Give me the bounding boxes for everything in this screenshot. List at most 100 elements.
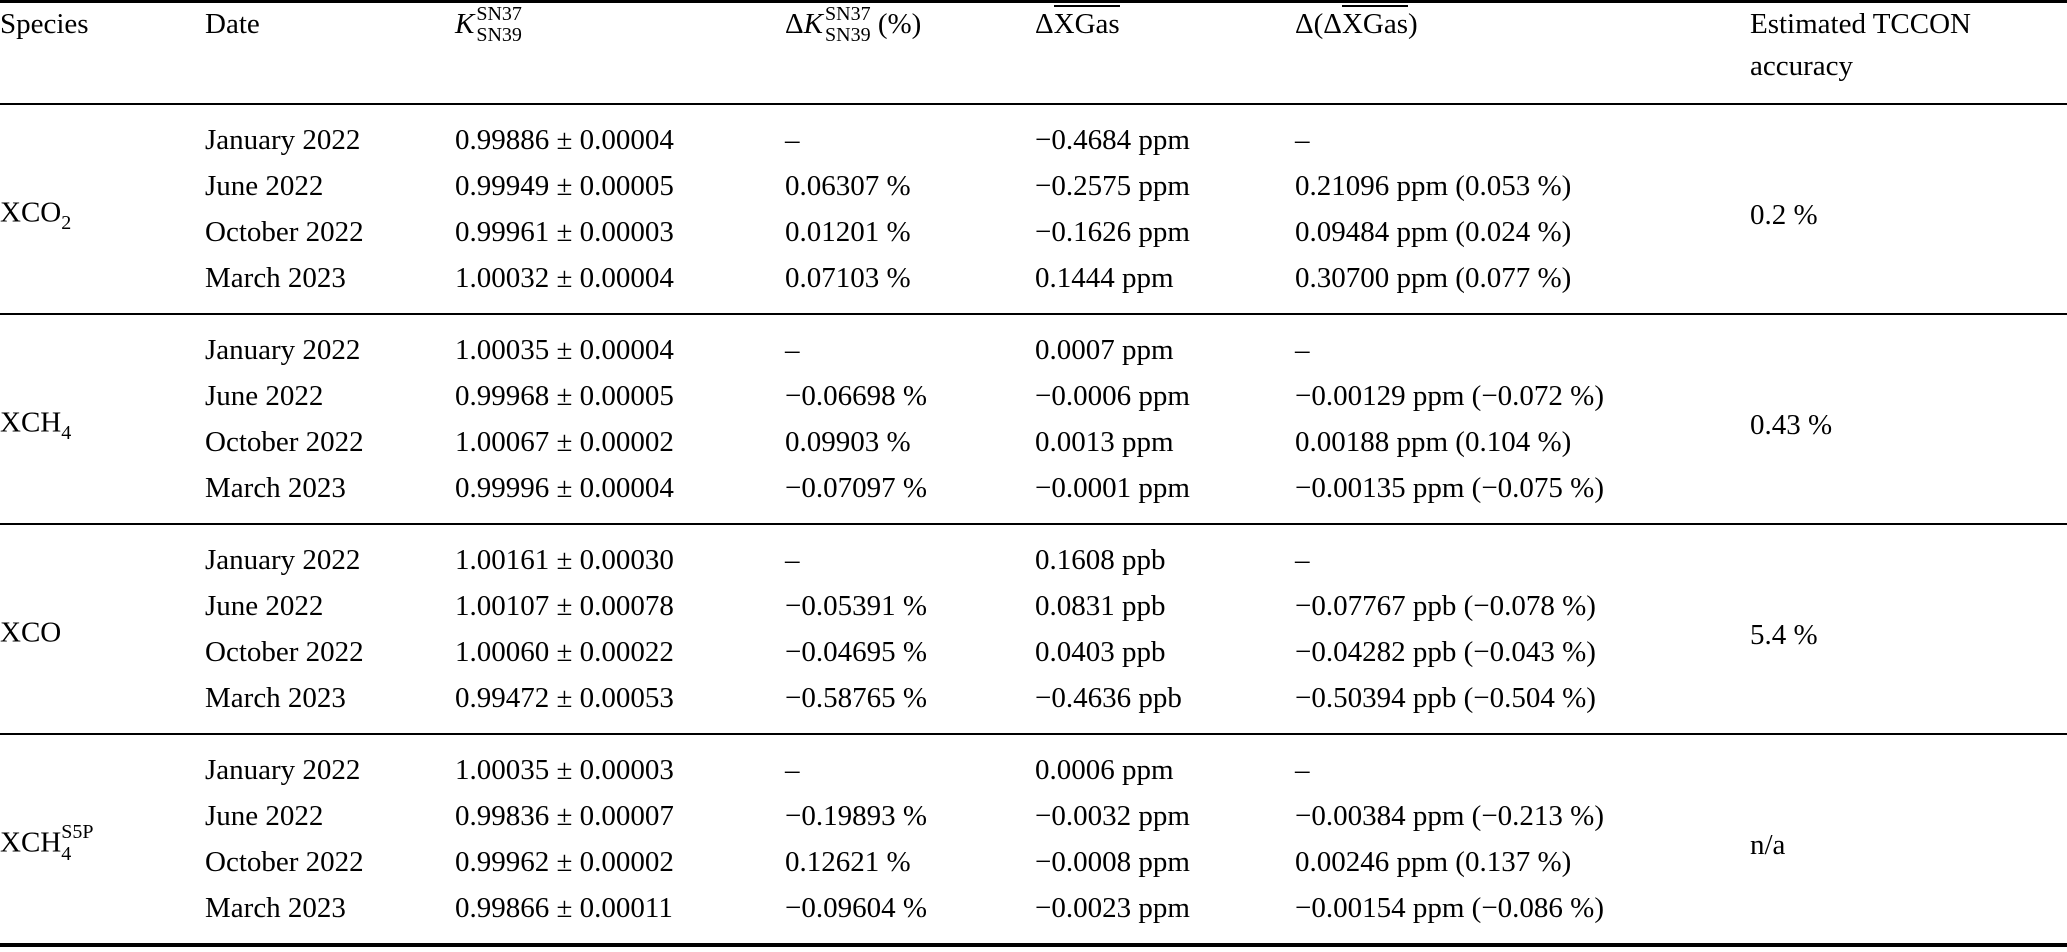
delta-delta-xgas-cell: 0.30700 ppm (0.077 %) (1295, 262, 1572, 294)
col-header-accuracy: Estimated TCCON accuracy (1750, 2, 2067, 105)
delta-k-cell: −0.05391 % (785, 590, 928, 622)
delta-k-cell: −0.09604 % (785, 892, 928, 924)
header-row: Species Date K SN37 SN39 ΔK SN37 SN39 (%) ΔX… (0, 2, 2067, 105)
species-label: XCH (0, 826, 62, 859)
col-header-delta-k: ΔK SN37 SN39 (%) (785, 2, 1035, 105)
delta-xgas-cell: −0.2575 ppm (1035, 170, 1190, 202)
xgas-overline: XGas (1053, 5, 1120, 41)
species-label: XCO (0, 196, 62, 229)
date-cell: March 2023 (205, 682, 346, 714)
table-row: March 2023 1.00032 ± 0.00004 0.07103 % 0… (0, 255, 2067, 314)
species-cell: XCO 2 (0, 104, 205, 314)
species-superscript (61, 403, 71, 423)
delta-k-cell: – (785, 544, 800, 576)
species-subscript: 4 (61, 842, 72, 865)
date-cell: January 2022 (205, 334, 361, 366)
delta-k-subscript: SN39 (825, 24, 871, 47)
delta-xgas-cell: −0.4684 ppm (1035, 124, 1190, 156)
delta-xgas-cell: −0.0032 ppm (1035, 800, 1190, 832)
accuracy-header-line2: accuracy (1750, 50, 1854, 82)
table-row: October 2022 1.00060 ± 0.00022 −0.04695 … (0, 629, 2067, 675)
k-value-cell: 1.00107 ± 0.00078 (455, 590, 674, 622)
species-superscript: S5P (61, 821, 94, 844)
delta-k-sup-sub-stack: SN37 SN39 (825, 2, 871, 47)
table-row: March 2023 0.99866 ± 0.00011 −0.09604 % … (0, 885, 2067, 945)
accuracy-cell: 0.2 % (1750, 198, 1818, 231)
table-row: XCO January 2022 1.00161 ± 0.00030 – 0.1… (0, 524, 2067, 651)
k-value-cell: 0.99836 ± 0.00007 (455, 800, 674, 832)
delta-delta-xgas-cell: −0.04282 ppb (−0.043 %) (1295, 636, 1596, 668)
species-sub-sup-stack: 2 (61, 193, 71, 235)
k-subscript: SN39 (476, 24, 522, 47)
k-value-cell: 0.99949 ± 0.00005 (455, 170, 674, 202)
k-value-cell: 1.00060 ± 0.00022 (455, 636, 674, 668)
date-cell: March 2023 (205, 262, 346, 294)
table-row: June 2022 0.99968 ± 0.00005 −0.06698 % −… (0, 373, 2067, 419)
species-header-label: Species (0, 8, 89, 40)
date-cell: October 2022 (205, 426, 364, 458)
k-value-cell: 1.00032 ± 0.00004 (455, 262, 674, 294)
date-cell: October 2022 (205, 216, 364, 248)
k-value-cell: 0.99962 ± 0.00002 (455, 846, 674, 878)
percent-unit-label: (%) (870, 8, 922, 40)
table-row: June 2022 0.99949 ± 0.00005 0.06307 % −0… (0, 163, 2067, 209)
k-value-cell: 0.99961 ± 0.00003 (455, 216, 674, 248)
delta-xgas-cell: −0.0008 ppm (1035, 846, 1190, 878)
table-row: June 2022 0.99836 ± 0.00007 −0.19893 % −… (0, 793, 2067, 839)
delta-delta-xgas-cell: 0.09484 ppm (0.024 %) (1295, 216, 1572, 248)
delta-xgas-cell: 0.0007 ppm (1035, 334, 1174, 366)
k-value-cell: 0.99996 ± 0.00004 (455, 472, 674, 504)
date-cell: January 2022 (205, 754, 361, 786)
species-subscript: 2 (61, 212, 72, 235)
delta-xgas-cell: 0.0403 ppb (1035, 636, 1166, 668)
species-label: XCH (0, 406, 62, 439)
delta-xgas-cell: 0.0006 ppm (1035, 754, 1174, 786)
table-row: October 2022 1.00067 ± 0.00002 0.09903 %… (0, 419, 2067, 465)
date-cell: March 2023 (205, 472, 346, 504)
xgas-overline: XGas (1341, 5, 1409, 41)
date-cell: October 2022 (205, 636, 364, 668)
delta-k-cell: – (785, 754, 800, 786)
k-value-cell: 1.00035 ± 0.00004 (455, 334, 674, 366)
table-row: March 2023 0.99996 ± 0.00004 −0.07097 % … (0, 465, 2067, 524)
delta-symbol: Δ (785, 8, 804, 40)
k-symbol: K (803, 8, 823, 40)
species-subscript: 4 (61, 422, 72, 445)
delta-xgas-cell: 0.1444 ppm (1035, 262, 1174, 294)
k-value-cell: 0.99968 ± 0.00005 (455, 380, 674, 412)
date-cell: June 2022 (205, 590, 324, 622)
species-group-xco2: XCO 2 January 2022 0.99886 ± 0.00004 – −0… (0, 104, 2067, 314)
table-row: October 2022 0.99962 ± 0.00002 0.12621 %… (0, 839, 2067, 885)
accuracy-cell: 5.4 % (1750, 618, 1818, 651)
delta-k-cell: 0.06307 % (785, 170, 911, 202)
delta-delta-xgas-cell: 0.00246 ppm (0.137 %) (1295, 846, 1572, 878)
delta-delta-xgas-cell: −0.00154 ppm (−0.086 %) (1295, 892, 1604, 924)
paren-suffix: ) (1408, 8, 1418, 40)
table-row: XCO 2 January 2022 0.99886 ± 0.00004 – −0… (0, 104, 2067, 234)
accuracy-header-line1: Estimated TCCON (1750, 8, 1971, 40)
k-value-cell: 1.00067 ± 0.00002 (455, 426, 674, 458)
delta-k-cell: 0.12621 % (785, 846, 911, 878)
species-label: XCO (0, 616, 62, 649)
delta-k-cell: – (785, 334, 800, 366)
species-cell: XCH 4 (0, 314, 205, 524)
delta-k-superscript: SN37 (825, 2, 871, 25)
species-sub-sup-stack: 4 (61, 403, 71, 445)
delta-xgas-cell: −0.0001 ppm (1035, 472, 1190, 504)
table-row: March 2023 0.99472 ± 0.00053 −0.58765 % … (0, 675, 2067, 734)
species-cell: XCO (0, 524, 205, 734)
date-cell: June 2022 (205, 800, 324, 832)
col-header-delta-delta-xgas: Δ(ΔXGas) (1295, 2, 1750, 105)
delta-xgas-cell: 0.0831 ppb (1035, 590, 1166, 622)
k-value-cell: 0.99886 ± 0.00004 (455, 124, 674, 156)
delta-delta-xgas-cell: – (1295, 544, 1310, 576)
species-cell: XCH S5P 4 (0, 734, 205, 945)
delta-k-cell: 0.01201 % (785, 216, 911, 248)
date-cell: June 2022 (205, 170, 324, 202)
delta-xgas-cell: −0.0006 ppm (1035, 380, 1190, 412)
date-cell: January 2022 (205, 124, 361, 156)
delta-k-cell: −0.19893 % (785, 800, 928, 832)
species-group-xch4: XCH 4 January 2022 1.00035 ± 0.00004 – 0.… (0, 314, 2067, 524)
